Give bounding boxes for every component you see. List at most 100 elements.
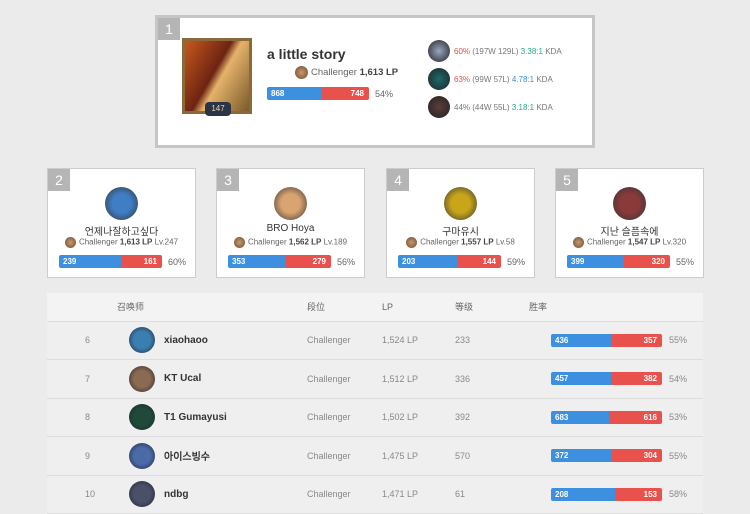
lp: 1,502 LP	[382, 398, 455, 437]
table-row[interactable]: 6 xiaohaoo Challenger 1,524 LP 233 436 35…	[47, 321, 703, 360]
top-player-card[interactable]: 1 147 a little story Challenger 1,613 LP…	[155, 15, 595, 148]
level: 336	[455, 359, 529, 399]
tier-line: Challenger 1,613 LP Lv.247	[48, 237, 195, 248]
table-row[interactable]: 7 KT Ucal Challenger 1,512 LP 336 457 382…	[47, 359, 703, 399]
player-card[interactable]: 2 언제나잘하고싶다 Challenger 1,613 LP Lv.247 23…	[47, 168, 196, 278]
table-row[interactable]: 9 아이스빙수 Challenger 1,475 LP 570 372 304 55…	[47, 436, 703, 476]
champion-icon	[428, 68, 450, 90]
tier: Challenger	[307, 321, 382, 360]
champion-icon	[428, 40, 450, 62]
winrate: 55%	[669, 450, 688, 461]
win-loss-bar: 353 279	[228, 255, 331, 268]
champion-record: (99W 57L)	[472, 74, 510, 84]
profile-icon	[613, 187, 646, 220]
level: 392	[455, 398, 529, 437]
challenger-emblem-icon	[233, 237, 245, 248]
col-tier: 段位	[307, 293, 382, 322]
champion-kda: 3.38:1	[520, 46, 543, 56]
tier-line: Challenger 1,562 LP Lv.189	[217, 237, 364, 248]
rank: 8	[47, 398, 117, 437]
win-loss-bar: 399 320	[567, 255, 670, 268]
profile-icon	[129, 442, 155, 469]
win-loss-bar: 436 357	[551, 333, 662, 347]
player-name[interactable]: a little story	[267, 46, 346, 62]
table-row[interactable]: 8 T1 Gumayusi Challenger 1,502 LP 392 68…	[47, 398, 703, 437]
level: 61	[455, 475, 529, 514]
win-loss-bar: 683 616	[551, 410, 662, 424]
winrate: 59%	[507, 257, 526, 267]
rank-badge: 4	[387, 169, 409, 191]
player-name[interactable]: 지난 슬픔속에	[600, 227, 659, 238]
summoner-name[interactable]: KT Ucal	[164, 373, 202, 385]
winrate: 54%	[375, 89, 394, 99]
level: 233	[455, 321, 529, 360]
table-row[interactable]: 10 ndbg Challenger 1,471 LP 61 208 153 58%	[47, 475, 703, 514]
rank-badge: 2	[48, 169, 70, 191]
rank: 10	[47, 475, 117, 514]
challenger-emblem-icon	[64, 237, 76, 248]
profile-icon	[129, 404, 155, 431]
rank-badge: 3	[217, 169, 239, 191]
champion-kda: 4.78:1	[511, 74, 535, 84]
win-loss-bar: 372 304	[551, 449, 662, 463]
win-loss-bar: 457 382	[551, 372, 662, 386]
col-winrate: 胜率	[529, 293, 703, 322]
ranking-table: 召唤师 段位 LP 等级 胜率 6 xiaohaoo Challenger 1,…	[47, 293, 703, 514]
kda-label: KDA	[545, 46, 562, 56]
lp: 1,475 LP	[382, 436, 455, 476]
player-name[interactable]: BRO Hoya	[266, 223, 315, 234]
player-card[interactable]: 3 BRO Hoya Challenger 1,562 LP Lv.189 35…	[216, 168, 365, 278]
challenger-emblem-icon	[406, 237, 418, 248]
summoner-name[interactable]: 아이스빙수	[164, 452, 210, 464]
kda-label: KDA	[536, 74, 553, 84]
summoner-name[interactable]: T1 Gumayusi	[164, 411, 227, 423]
player-name[interactable]: 언제나잘하고싶다	[84, 227, 159, 238]
champion-stat[interactable]: 60% (197W 129L) 3.38:1 KDA	[428, 40, 562, 62]
rank-badge: 1	[158, 18, 180, 40]
tier-line: Challenger 1,547 LP Lv.320	[556, 237, 703, 248]
tier: Challenger	[307, 436, 382, 476]
profile-avatar	[182, 38, 252, 114]
col-summoner: 召唤师	[117, 293, 307, 322]
level: 570	[455, 436, 529, 476]
wins: 868	[267, 87, 322, 100]
champion-stat[interactable]: 44% (44W 55L) 3.18:1 KDA	[428, 96, 553, 118]
win-loss-bar: 208 153	[551, 487, 662, 501]
lp: 1,471 LP	[382, 475, 455, 514]
winrate: 54%	[669, 373, 688, 384]
player-name[interactable]: 구마유시	[442, 227, 479, 238]
champion-icon	[428, 96, 450, 118]
rank: 6	[47, 321, 117, 360]
player-card[interactable]: 5 지난 슬픔속에 Challenger 1,547 LP Lv.320 399…	[555, 168, 704, 278]
champion-winrate: 60%	[454, 46, 471, 56]
champion-kda: 3.18:1	[511, 102, 535, 112]
challenger-emblem-icon	[572, 237, 584, 248]
lp: 1,524 LP	[382, 321, 455, 360]
profile-icon	[105, 187, 138, 220]
col-level: 等级	[455, 293, 529, 322]
summoner-name[interactable]: ndbg	[164, 488, 189, 500]
profile-icon	[274, 187, 307, 220]
level-badge: 147	[205, 102, 231, 116]
winrate: 56%	[337, 257, 356, 267]
winrate: 60%	[168, 257, 187, 267]
losses: 748	[321, 87, 369, 100]
winrate: 55%	[669, 335, 688, 346]
tier: Challenger	[307, 475, 382, 514]
tier: Challenger	[307, 359, 382, 399]
champion-stat[interactable]: 63% (99W 57L) 4.78:1 KDA	[428, 68, 553, 90]
challenger-emblem-icon	[295, 66, 308, 79]
profile-icon	[129, 365, 155, 392]
profile-icon	[129, 327, 155, 354]
tier: Challenger	[307, 398, 382, 437]
lp: 1,512 LP	[382, 359, 455, 399]
profile-icon	[129, 481, 155, 508]
champion-record: (44W 55L)	[472, 102, 510, 112]
tier-line: Challenger 1,557 LP Lv.58	[387, 237, 534, 248]
profile-icon	[444, 187, 477, 220]
summoner-name[interactable]: xiaohaoo	[164, 334, 208, 346]
win-loss-bar: 239 161	[59, 255, 162, 268]
col-lp: LP	[382, 293, 455, 322]
winrate: 55%	[676, 257, 695, 267]
player-card[interactable]: 4 구마유시 Challenger 1,557 LP Lv.58 203 144 …	[386, 168, 535, 278]
